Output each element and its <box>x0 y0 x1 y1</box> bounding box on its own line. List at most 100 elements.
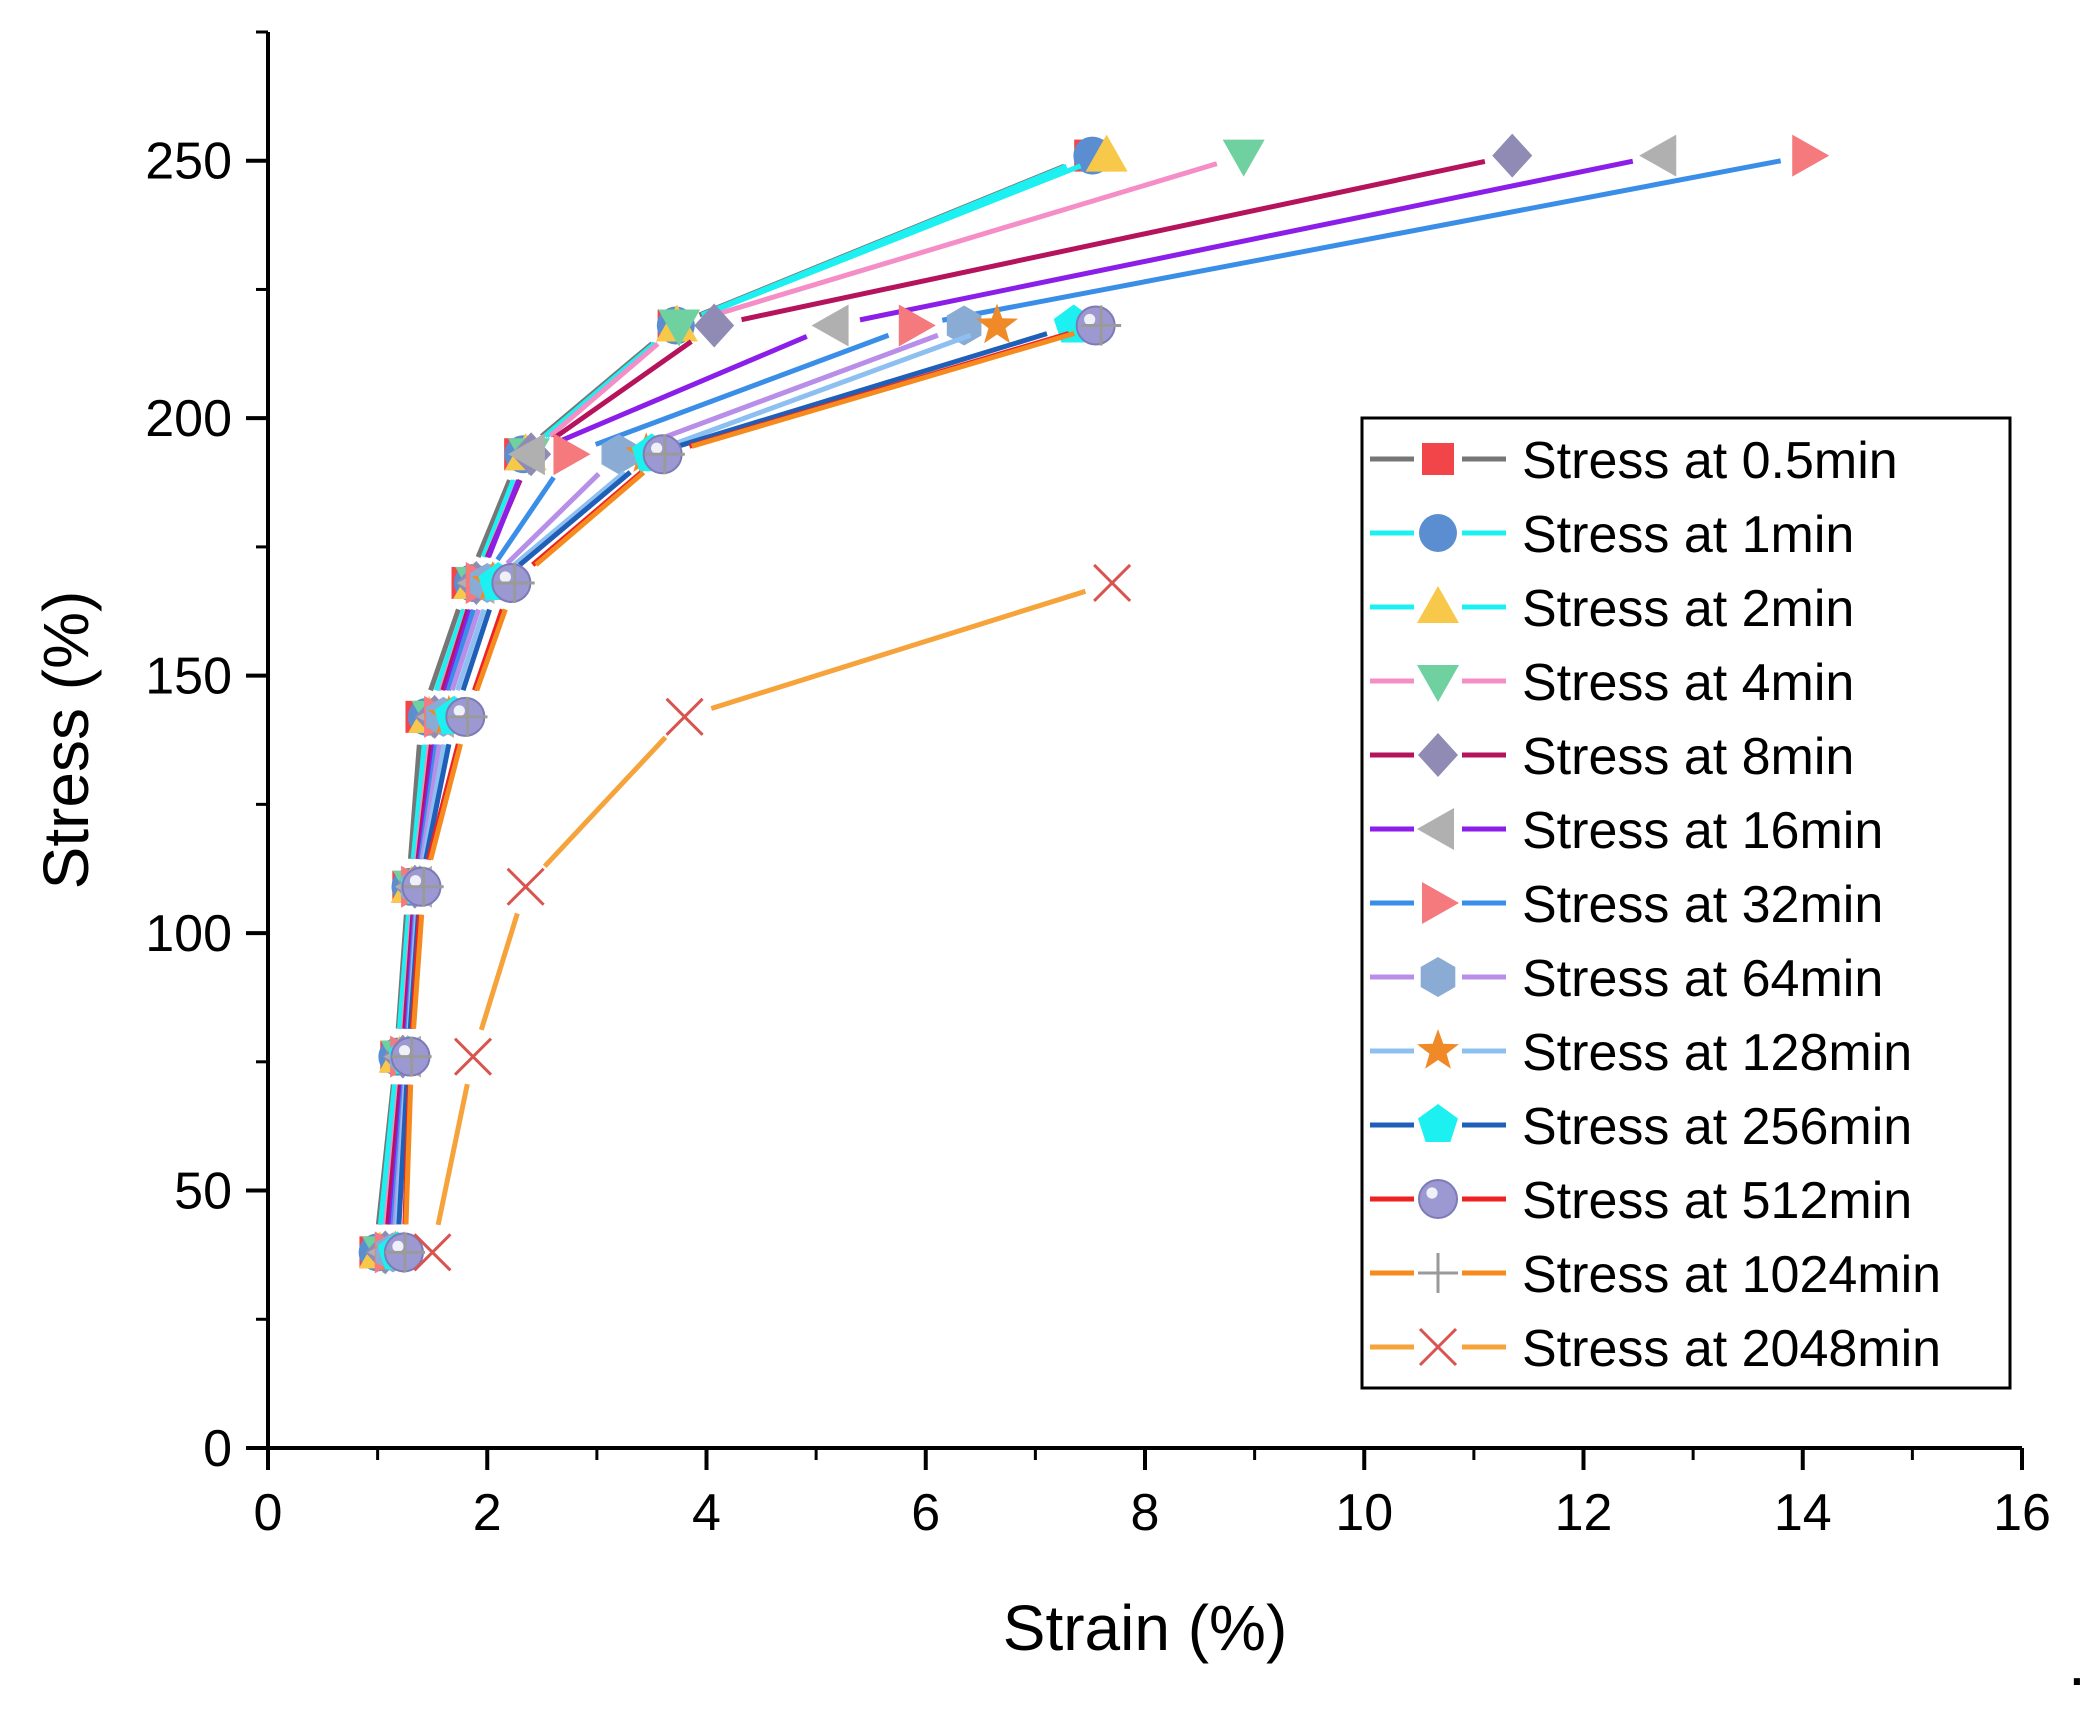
legend-label: Stress at 4min <box>1522 654 1854 712</box>
plus-marker <box>391 1036 432 1077</box>
series-line-segment <box>428 608 461 692</box>
series-line-segment <box>741 158 1486 323</box>
series-line-segment <box>859 158 1634 323</box>
series-10 <box>377 304 1094 1270</box>
hexagon-marker <box>601 434 637 475</box>
legend-item: Stress at 0.5min <box>1370 432 1898 490</box>
sphere-highlight <box>453 705 465 717</box>
x-axis-title: Strain (%) <box>1003 1592 1288 1664</box>
triangle-down-marker <box>658 309 701 347</box>
series-line-segment <box>460 608 492 691</box>
series-line-segment <box>644 332 939 447</box>
plus-marker <box>403 866 444 907</box>
x-tick-label: 4 <box>692 1484 721 1542</box>
legend-label: Stress at 1024min <box>1522 1246 1941 1304</box>
y-tick-label: 100 <box>145 905 232 963</box>
series-line-segment <box>702 163 1082 318</box>
legend-item: Stress at 64min <box>1370 950 1883 1008</box>
series-4 <box>362 139 1265 1274</box>
series-line-segment <box>690 331 1076 449</box>
x-tick-label: 0 <box>254 1484 283 1542</box>
series-line-segment <box>553 334 808 446</box>
plus-marker <box>1418 1253 1458 1293</box>
series-line-segment <box>548 341 660 438</box>
legend-label: Stress at 0.5min <box>1522 432 1898 490</box>
triangle-down-marker <box>1222 139 1265 177</box>
x-marker <box>506 867 545 906</box>
diamond-marker <box>694 303 735 348</box>
plus-marker <box>494 562 535 603</box>
series-line-segment <box>435 1083 470 1226</box>
legend-item: Stress at 128min <box>1370 1024 1912 1082</box>
series-line-segment <box>677 331 1048 449</box>
sphere-marker <box>1418 1179 1458 1219</box>
y-axis-title: Stress (%) <box>30 591 102 890</box>
series-line-segment <box>495 475 556 562</box>
series-line-segment <box>486 479 522 558</box>
sphere-highlight <box>398 1045 411 1057</box>
sphere-highlight <box>499 571 511 583</box>
triangle-left-marker <box>1417 808 1454 850</box>
legend-label: Stress at 2min <box>1522 580 1854 638</box>
series-line-segment <box>403 1084 414 1225</box>
square-marker <box>1422 443 1454 475</box>
series-13 <box>413 563 1132 1272</box>
legend-label: Stress at 256min <box>1522 1098 1912 1156</box>
series-line-segment <box>710 588 1087 711</box>
triangle-down-marker <box>1417 665 1459 702</box>
triangle-left-marker <box>811 304 849 347</box>
x-tick-label: 14 <box>1774 1484 1832 1542</box>
y-tick-label: 200 <box>145 390 232 448</box>
triangle-up-marker <box>1085 134 1128 172</box>
legend-label: Stress at 8min <box>1522 728 1854 786</box>
x-tick-label: 12 <box>1555 1484 1613 1542</box>
legend-item: Stress at 4min <box>1370 654 1854 712</box>
legend-label: Stress at 128min <box>1522 1024 1912 1082</box>
sphere-highlight <box>1084 313 1096 326</box>
triangle-up-marker <box>1417 586 1459 623</box>
series-line-segment <box>428 743 463 861</box>
ticks-layer: 0 2 4 6 8 10 12 14 16 0 50 100 150 200 250 <box>145 30 2051 1542</box>
series-line-segment <box>455 608 487 691</box>
triangle-right-marker <box>1792 134 1830 177</box>
plus-marker <box>385 1232 426 1273</box>
series-5 <box>365 133 1533 1275</box>
series-line-segment <box>396 1084 410 1225</box>
star-marker <box>976 303 1018 344</box>
y-tick-label: 0 <box>203 1420 232 1478</box>
series-line-segment <box>594 332 890 447</box>
legend-label: Stress at 16min <box>1522 802 1883 860</box>
series-line-segment <box>449 608 481 691</box>
x-marker <box>413 1233 452 1272</box>
series-line-segment <box>411 914 425 1029</box>
plus-marker <box>1081 305 1122 346</box>
sphere-highlight <box>1426 1187 1438 1199</box>
series-9 <box>374 303 1018 1271</box>
hexagon-marker <box>1420 957 1456 997</box>
y-tick-label: 150 <box>145 648 232 706</box>
x-tick-label: 8 <box>1131 1484 1160 1542</box>
series-line-segment <box>423 743 452 860</box>
legend-item: Stress at 32min <box>1370 876 1883 934</box>
sphere-highlight <box>409 875 422 887</box>
x-marker <box>453 1037 493 1076</box>
series-line-segment <box>534 470 646 567</box>
series-line-segment <box>474 608 508 692</box>
legend-label: Stress at 512min <box>1522 1172 1912 1230</box>
diamond-marker <box>1492 133 1533 178</box>
series-12 <box>385 305 1122 1273</box>
hexagon-marker <box>946 305 982 346</box>
legend-label: Stress at 2048min <box>1522 1320 1941 1378</box>
x-tick-label: 10 <box>1335 1484 1393 1542</box>
sphere-highlight <box>392 1240 404 1252</box>
series-line-segment <box>478 912 520 1031</box>
x-marker <box>1093 563 1132 603</box>
series-line-segment <box>941 158 1782 323</box>
trailing-mark: . <box>2068 1627 2084 1699</box>
y-tick-label: 50 <box>174 1163 232 1221</box>
legend-label: Stress at 32min <box>1522 876 1883 934</box>
legend-item: Stress at 16min <box>1370 802 1883 860</box>
y-tick-label: 250 <box>145 133 232 191</box>
